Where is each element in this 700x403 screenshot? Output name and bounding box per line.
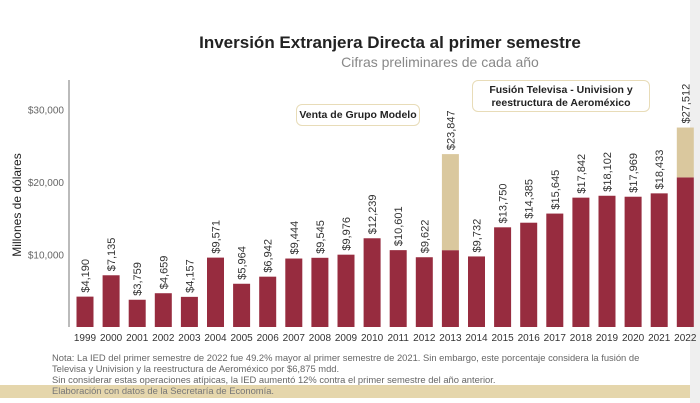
bar-base: [650, 193, 668, 327]
data-label: $9,444: [289, 221, 301, 255]
bar-base: [311, 257, 329, 327]
y-tick-label: $30,000: [28, 106, 65, 117]
source-text: Elaboración con datos de la Secretaría d…: [52, 385, 275, 396]
x-tick-label: 2013: [439, 333, 462, 344]
data-label: $15,645: [550, 170, 562, 210]
source-band: Elaboración con datos de la Secretaría d…: [0, 385, 690, 398]
bar-base: [337, 254, 355, 327]
x-tick-label: 2018: [570, 333, 593, 344]
annotation-grupo-modelo: Venta de Grupo Modelo: [296, 104, 420, 126]
note-line: Nota: La IED del primer semestre de 2022…: [52, 352, 640, 363]
bar-base: [441, 250, 459, 327]
bar-base: [546, 213, 564, 327]
x-tick-label: 2010: [361, 333, 384, 344]
x-tick-label: 2022: [674, 333, 697, 344]
x-tick-label: 2008: [309, 333, 332, 344]
data-label: $10,601: [393, 206, 405, 246]
x-tick-label: 2017: [544, 333, 567, 344]
y-tick-label: $10,000: [28, 251, 65, 262]
data-label: $9,976: [341, 217, 353, 251]
bar-base: [572, 197, 590, 327]
bar-base: [520, 222, 538, 327]
data-label: $18,433: [654, 150, 666, 190]
bar-base: [128, 299, 146, 327]
data-label: $13,750: [498, 184, 510, 224]
annotation-televisa-aeromexico: Fusión Televisa - Univision y reestructu…: [472, 80, 650, 112]
data-label: $17,842: [576, 154, 588, 194]
right-edge: [690, 0, 700, 403]
x-tick-label: 2001: [126, 333, 149, 344]
bar-base: [154, 293, 172, 327]
x-tick-label: 2015: [491, 333, 514, 344]
data-label: $4,157: [184, 259, 196, 293]
data-label: $3,759: [132, 262, 144, 296]
bar-base: [468, 256, 485, 327]
data-label: $9,732: [472, 219, 484, 253]
x-tick-label: 2011: [387, 333, 409, 344]
chart-subtitle: Cifras preliminares de cada año: [341, 54, 539, 70]
data-label: $4,659: [158, 256, 170, 290]
x-tick-label: 2002: [152, 333, 175, 344]
x-tick-label: 2006: [257, 333, 280, 344]
y-axis-label: Millones de dólares: [10, 153, 24, 256]
data-label: $7,135: [106, 238, 118, 272]
data-label: $5,964: [237, 246, 249, 280]
data-label: $12,239: [367, 195, 379, 235]
bar-base: [624, 196, 642, 327]
x-tick-label: 2014: [465, 333, 488, 344]
bar-base: [494, 227, 512, 327]
data-label: $23,847: [445, 110, 457, 150]
note-line: Televisa y Univision y la reestructura d…: [52, 363, 340, 374]
x-tick-label: 2005: [230, 333, 253, 344]
x-tick-label: 2019: [596, 333, 619, 344]
x-tick-label: 2012: [413, 333, 436, 344]
bar-extraordinary: [676, 127, 694, 178]
bar-base: [76, 296, 94, 327]
bar-base: [207, 257, 224, 327]
x-tick-label: 2007: [283, 333, 306, 344]
bar-base: [233, 283, 251, 327]
x-tick-label: 2004: [204, 333, 227, 344]
x-tick-label: 2020: [622, 333, 645, 344]
y-tick-label: $20,000: [28, 178, 65, 189]
data-label: $9,571: [211, 220, 223, 254]
x-tick-label: 2000: [100, 333, 123, 344]
x-tick-label: 2009: [335, 333, 358, 344]
bar-base: [389, 250, 407, 327]
data-label: $6,942: [263, 239, 275, 273]
bar-base: [676, 177, 694, 327]
chart-title: Inversión Extranjera Directa al primer s…: [199, 33, 581, 52]
data-label: $27,512: [680, 84, 692, 124]
data-label: $9,622: [419, 220, 431, 254]
bar-base: [180, 296, 198, 327]
bar-base: [259, 276, 277, 327]
data-label: $17,969: [628, 153, 640, 193]
data-label: $9,545: [315, 220, 327, 254]
data-label: $4,190: [80, 259, 92, 293]
footnote: Nota: La IED del primer semestre de 2022…: [52, 352, 692, 385]
bar-base: [598, 195, 616, 327]
bar-base: [285, 258, 303, 327]
bar-base: [415, 257, 433, 327]
x-tick-label: 2003: [178, 333, 201, 344]
bar-base: [363, 238, 381, 327]
bar-extraordinary: [441, 154, 459, 251]
data-label: $18,102: [602, 152, 614, 192]
bar-base: [102, 275, 120, 327]
data-label: $14,385: [524, 179, 536, 219]
x-tick-label: 2021: [648, 333, 671, 344]
note-line: Sin considerar estas operaciones atípica…: [52, 374, 496, 385]
x-tick-label: 1999: [74, 333, 97, 344]
x-tick-label: 2016: [518, 333, 541, 344]
